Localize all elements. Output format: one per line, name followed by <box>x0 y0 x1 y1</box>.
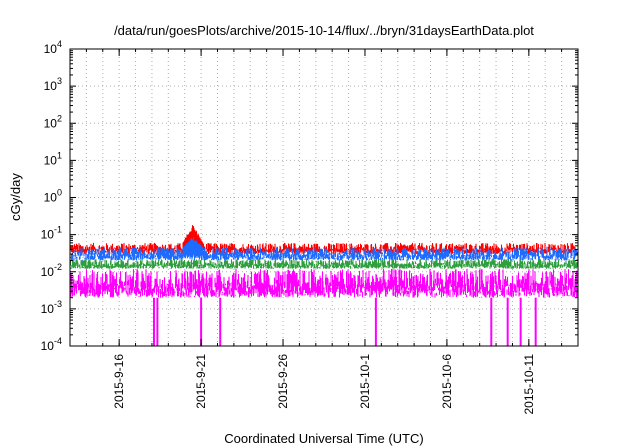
y-tick-label: 100 <box>44 188 62 205</box>
x-tick-label: 2015-9-21 <box>194 354 208 409</box>
y-tick-label: 104 <box>44 39 62 56</box>
x-tick-label: 2015-10-1 <box>358 354 372 409</box>
x-axis: 2015-9-16 2015-9-21 2015-9-26 2015-10-1 2015… <box>85 49 563 415</box>
y-tick-label: 10-2 <box>41 262 62 279</box>
series-2-line <box>70 237 578 261</box>
series-3-line <box>70 259 578 269</box>
y-tick-label: 10-1 <box>41 225 62 242</box>
grid <box>70 49 578 346</box>
y-axis-label: cGy/day <box>8 173 23 221</box>
x-tick-label: 2015-10-11 <box>522 354 536 415</box>
y-tick-label: 10-4 <box>41 336 62 353</box>
x-tick-label: 2015-10-6 <box>440 354 454 409</box>
x-axis-label: Coordinated Universal Time (UTC) <box>224 431 423 446</box>
series-4-line <box>70 268 578 298</box>
y-tick-label: 102 <box>44 113 62 130</box>
series-1-line <box>70 225 578 254</box>
x-tick-label: 2015-9-26 <box>276 354 290 409</box>
chart-title: /data/run/goesPlots/archive/2015-10-14/f… <box>114 23 534 38</box>
y-axis: 10-4 10-3 10-2 10-1 100 101 102 103 104 <box>41 39 578 353</box>
series-layer <box>70 225 578 346</box>
y-tick-label: 10-3 <box>41 299 62 316</box>
x-tick-label: 2015-9-16 <box>112 354 126 409</box>
y-tick-label: 103 <box>44 76 62 93</box>
y-tick-label: 101 <box>44 150 62 167</box>
